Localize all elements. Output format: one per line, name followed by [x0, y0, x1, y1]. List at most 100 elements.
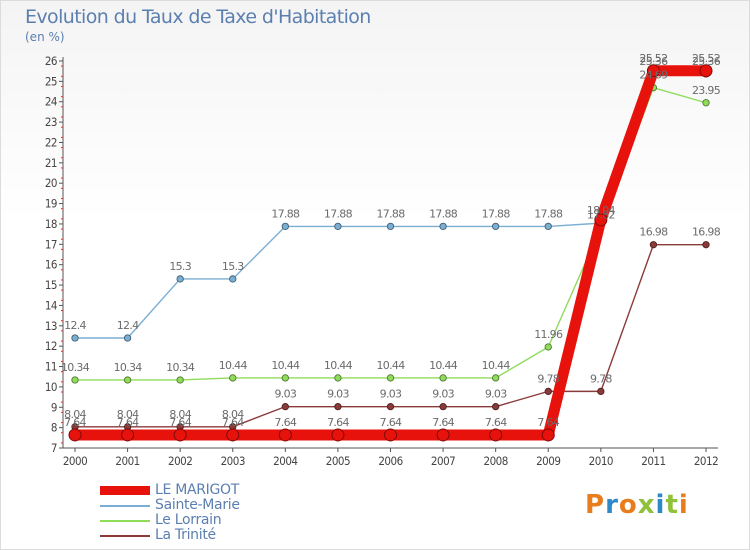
- data-label: 8.04: [117, 408, 139, 421]
- x-tick-label: 2002: [168, 454, 192, 468]
- data-label: 16.98: [639, 226, 668, 239]
- data-point: [334, 403, 342, 411]
- data-label: 25.36: [692, 55, 721, 68]
- y-tick-label: 24: [45, 95, 57, 109]
- x-tick-label: 2001: [115, 454, 139, 468]
- x-tick-label: 2005: [326, 454, 350, 468]
- data-label: 17.88: [271, 207, 300, 220]
- data-point: [439, 403, 447, 411]
- data-point: [123, 376, 132, 384]
- data-label: 7.64: [537, 416, 559, 429]
- data-point: [334, 374, 342, 382]
- y-tick-label: 10: [45, 380, 57, 394]
- series-line-le-lorrain: [74, 86, 707, 381]
- legend-swatch: [100, 486, 150, 495]
- x-tick-label: 2004: [273, 454, 297, 468]
- x-tick-label: 2006: [378, 454, 402, 468]
- data-label: 7.64: [380, 416, 402, 429]
- legend-label: LE MARIGOT: [155, 482, 240, 498]
- y-tick-label: 25: [45, 74, 57, 88]
- data-label: 9.03: [432, 388, 454, 401]
- y-tick-label: 9: [51, 400, 57, 414]
- data-label: 25.36: [639, 55, 668, 68]
- data-label: 9.78: [537, 372, 559, 385]
- data-label: 17.88: [324, 207, 353, 220]
- data-label: 10.44: [271, 359, 300, 372]
- data-point: [541, 428, 555, 442]
- data-point: [386, 222, 395, 231]
- data-label: 9.03: [380, 388, 402, 401]
- y-tick-label: 7: [51, 441, 57, 455]
- data-point: [492, 374, 500, 382]
- data-point: [176, 376, 184, 384]
- proxiti-logo: Proxiti: [585, 490, 689, 520]
- data-point: [597, 387, 605, 396]
- y-tick-label: 19: [45, 197, 57, 211]
- x-tick-label: 2003: [221, 454, 245, 468]
- data-point: [281, 403, 289, 411]
- y-tick-label: 16: [45, 258, 57, 272]
- x-tick-label: 2010: [589, 454, 613, 468]
- data-point: [544, 343, 552, 351]
- data-point: [68, 428, 82, 442]
- data-point: [71, 376, 79, 384]
- data-label: 8.04: [169, 408, 191, 421]
- data-label: 17.88: [429, 207, 458, 220]
- x-tick-label: 2011: [641, 454, 665, 468]
- data-label: 10.44: [377, 359, 406, 372]
- legend-swatch: [100, 505, 150, 507]
- y-tick-label: 20: [45, 176, 57, 190]
- legend-label: Sainte-Marie: [155, 497, 240, 513]
- data-point: [702, 99, 710, 107]
- data-label: 10.44: [219, 359, 248, 372]
- data-label: 25.52: [692, 52, 720, 65]
- data-point: [436, 428, 450, 442]
- data-label: 10.34: [166, 361, 195, 374]
- data-label: 11.96: [534, 328, 563, 341]
- data-point: [492, 403, 500, 411]
- data-label: 16.98: [692, 226, 721, 239]
- data-label: 10.34: [61, 361, 90, 374]
- data-label: 10.44: [324, 359, 353, 372]
- data-label: 9.03: [274, 388, 296, 401]
- data-point: [439, 222, 447, 231]
- y-tick-label: 11: [45, 360, 57, 374]
- data-point: [71, 334, 79, 342]
- legend-swatch: [100, 520, 150, 522]
- data-point: [334, 222, 342, 231]
- data-point: [281, 374, 289, 382]
- data-point: [649, 241, 658, 249]
- data-point: [384, 428, 397, 442]
- x-tick-label: 2008: [484, 454, 508, 468]
- data-label: 7.64: [274, 416, 296, 429]
- data-point: [699, 64, 713, 78]
- y-tick-label: 23: [45, 115, 57, 129]
- data-label: 7.64: [169, 416, 191, 429]
- data-point: [229, 275, 237, 283]
- data-label: 18.04: [587, 204, 616, 217]
- data-point: [646, 64, 660, 78]
- data-point: [439, 374, 447, 382]
- data-point: [176, 275, 184, 283]
- data-point: [386, 374, 395, 382]
- y-tick-label: 22: [45, 135, 57, 149]
- data-label: 10.44: [429, 359, 458, 372]
- data-label: 12.4: [117, 319, 139, 332]
- data-label: 17.82: [587, 209, 615, 222]
- chart-title: Evolution du Taux de Taxe d'Habitation: [25, 6, 371, 28]
- data-point: [281, 222, 289, 231]
- y-tick-label: 8: [51, 421, 57, 435]
- data-label: 12.4: [64, 319, 86, 332]
- y-tick-label: 18: [45, 217, 57, 231]
- data-point: [702, 241, 710, 249]
- data-point: [121, 428, 135, 442]
- x-tick-label: 2009: [536, 454, 560, 468]
- data-point: [226, 428, 240, 442]
- data-label: 25.52: [639, 52, 667, 65]
- x-tick-label: 2007: [431, 454, 455, 468]
- y-tick-label: 12: [45, 339, 57, 353]
- data-point: [173, 428, 187, 442]
- y-tick-label: 21: [45, 156, 57, 170]
